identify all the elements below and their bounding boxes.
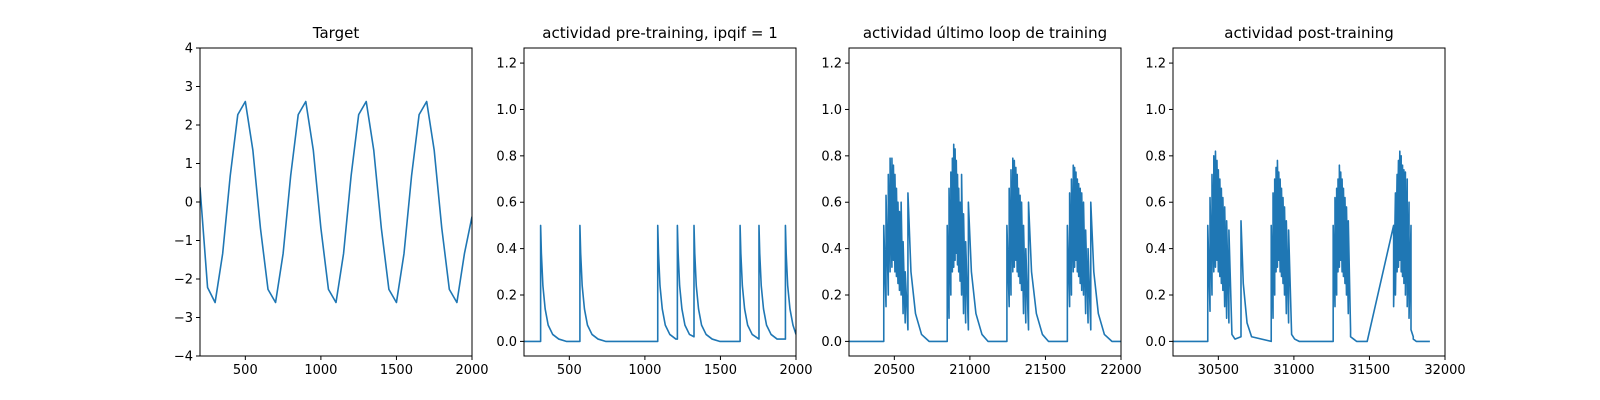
y-tick-label: 1.0 <box>1145 103 1166 118</box>
y-tick-label: 1.2 <box>496 57 517 72</box>
y-tick-label: 0.6 <box>821 196 842 211</box>
y-tick-label: 0.2 <box>1145 289 1166 304</box>
y-tick-label: 0.4 <box>1145 242 1166 257</box>
x-tick-label: 1500 <box>704 363 737 378</box>
y-tick-label: 0 <box>185 196 193 211</box>
chart-title: Target <box>312 24 360 42</box>
y-tick-label: 0.8 <box>496 149 517 164</box>
y-tick-label: 0.0 <box>1145 335 1166 350</box>
series-line-activity <box>524 224 796 343</box>
y-tick-label: 1.2 <box>1145 57 1166 72</box>
y-tick-label: −3 <box>174 311 193 326</box>
x-tick-label: 31000 <box>1273 363 1314 378</box>
x-tick-label: 20500 <box>874 363 915 378</box>
y-tick-label: −4 <box>174 350 193 365</box>
y-tick-label: 2 <box>185 119 193 134</box>
chart-title: actividad post-training <box>1224 24 1393 42</box>
series-line-activity <box>1173 150 1430 343</box>
y-tick-label: 0.8 <box>821 149 842 164</box>
x-tick-label: 21500 <box>1025 363 1066 378</box>
y-tick-label: 0.6 <box>1145 196 1166 211</box>
y-tick-label: 0.2 <box>821 289 842 304</box>
y-tick-label: 0.2 <box>496 289 517 304</box>
y-tick-label: 1 <box>185 157 193 172</box>
y-tick-label: 3 <box>185 80 193 95</box>
plot-frame <box>523 47 797 357</box>
chart-panel-2: actividad pre-training, ipqif = 1 500 1000… <box>496 24 812 378</box>
series-line-activity <box>849 143 1121 343</box>
y-tick-label: 0.4 <box>496 242 517 257</box>
chart-panel-1: Target 500 1000 1500 2000 −4 −3 −2 −1 0 1 2 3 4 <box>174 24 489 378</box>
y-tick-label: 0.8 <box>1145 149 1166 164</box>
y-tick-label: 0.4 <box>821 242 842 257</box>
x-tick-label: 1500 <box>380 363 413 378</box>
y-tick-label: −2 <box>174 273 193 288</box>
x-tick-label: 500 <box>557 363 582 378</box>
y-tick-label: 0.6 <box>496 196 517 211</box>
y-tick-label: −1 <box>174 234 193 249</box>
y-tick-label: 0.0 <box>496 335 517 350</box>
chart-panel-4: actividad post-training 30500 31000 31500 32… <box>1145 24 1465 378</box>
x-tick-label: 1000 <box>304 363 337 378</box>
series-line-target <box>200 100 472 304</box>
y-tick-label: 4 <box>185 42 193 57</box>
chart-title: actividad pre-training, ipqif = 1 <box>542 24 778 42</box>
x-tick-label: 30500 <box>1198 363 1239 378</box>
x-tick-label: 2000 <box>455 363 488 378</box>
y-tick-label: 1.0 <box>821 103 842 118</box>
x-tick-label: 2000 <box>779 363 812 378</box>
x-tick-label: 32000 <box>1424 363 1465 378</box>
x-tick-label: 21000 <box>949 363 990 378</box>
chart-title: actividad último loop de training <box>863 24 1107 42</box>
x-tick-label: 500 <box>233 363 258 378</box>
y-tick-label: 1.2 <box>821 57 842 72</box>
x-tick-label: 1000 <box>628 363 661 378</box>
x-tick-label: 22000 <box>1100 363 1141 378</box>
y-tick-label: 0.0 <box>821 335 842 350</box>
y-tick-label: 1.0 <box>496 103 517 118</box>
chart-panel-3: actividad último loop de training 20500 21… <box>821 24 1141 378</box>
x-tick-label: 31500 <box>1349 363 1390 378</box>
plot-frame <box>199 47 473 357</box>
